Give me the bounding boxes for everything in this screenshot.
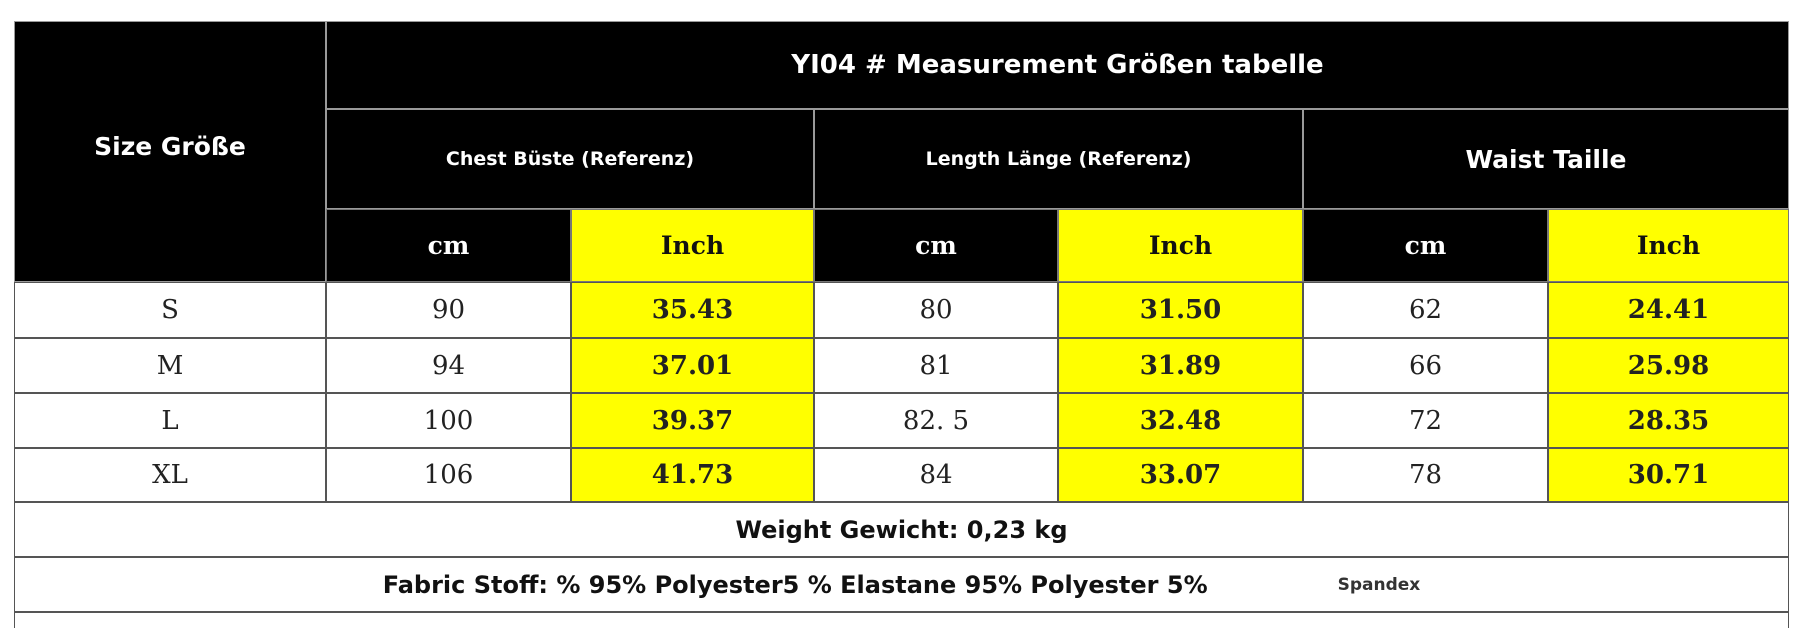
table-cell: 37.01 xyxy=(571,338,814,393)
unit-header: cm xyxy=(1303,209,1548,282)
table-cell: 66 xyxy=(1303,338,1548,393)
group-header: Waist Taille xyxy=(1303,109,1789,209)
table-cell: 90 xyxy=(326,282,571,338)
table-cell: 31.89 xyxy=(1058,338,1303,393)
group-header: Chest Büste (Referenz) xyxy=(326,109,814,209)
unit-header: Inch xyxy=(1548,209,1789,282)
unit-header: cm xyxy=(326,209,571,282)
table-cell: 28.35 xyxy=(1548,393,1789,448)
table-cell: 31.50 xyxy=(1058,282,1303,338)
table-cell: S xyxy=(14,282,326,338)
table-cell: 78 xyxy=(1303,448,1548,502)
table-cell: 32.48 xyxy=(1058,393,1303,448)
table-cell: L xyxy=(14,393,326,448)
table-cell: 41.73 xyxy=(571,448,814,502)
table-cell: 25.98 xyxy=(1548,338,1789,393)
table-cell: 80 xyxy=(814,282,1058,338)
table-cell: 94 xyxy=(326,338,571,393)
table-cell: 62 xyxy=(1303,282,1548,338)
fabric-text: Fabric Stoff: % 95% Polyester5 % Elastan… xyxy=(382,570,1208,599)
group-header: Length Länge (Referenz) xyxy=(814,109,1303,209)
weight-row: Weight Gewicht: 0,23 kg xyxy=(14,502,1789,557)
table-cell: 33.07 xyxy=(1058,448,1303,502)
table-cell: 84 xyxy=(814,448,1058,502)
table-cell: 35.43 xyxy=(571,282,814,338)
table-cell: 72 xyxy=(1303,393,1548,448)
unit-header: Inch xyxy=(1058,209,1303,282)
fabric-row: Fabric Stoff: % 95% Polyester5 % Elastan… xyxy=(14,557,1789,612)
table-cell: 24.41 xyxy=(1548,282,1789,338)
table-cell: M xyxy=(14,338,326,393)
unit-header: Inch xyxy=(571,209,814,282)
table-cell: 39.37 xyxy=(571,393,814,448)
table-cell: 100 xyxy=(326,393,571,448)
table-cell: 82. 5 xyxy=(814,393,1058,448)
table-cell: 106 xyxy=(326,448,571,502)
unit-header: cm xyxy=(814,209,1058,282)
empty-row xyxy=(14,612,1789,628)
table-cell: 30.71 xyxy=(1548,448,1789,502)
table-cell: 81 xyxy=(814,338,1058,393)
fabric-note: Spandex xyxy=(1337,574,1421,595)
size-header: Size Größe xyxy=(14,21,326,282)
table-cell: XL xyxy=(14,448,326,502)
table-title: YI04 # Measurement Größen tabelle xyxy=(326,21,1789,109)
